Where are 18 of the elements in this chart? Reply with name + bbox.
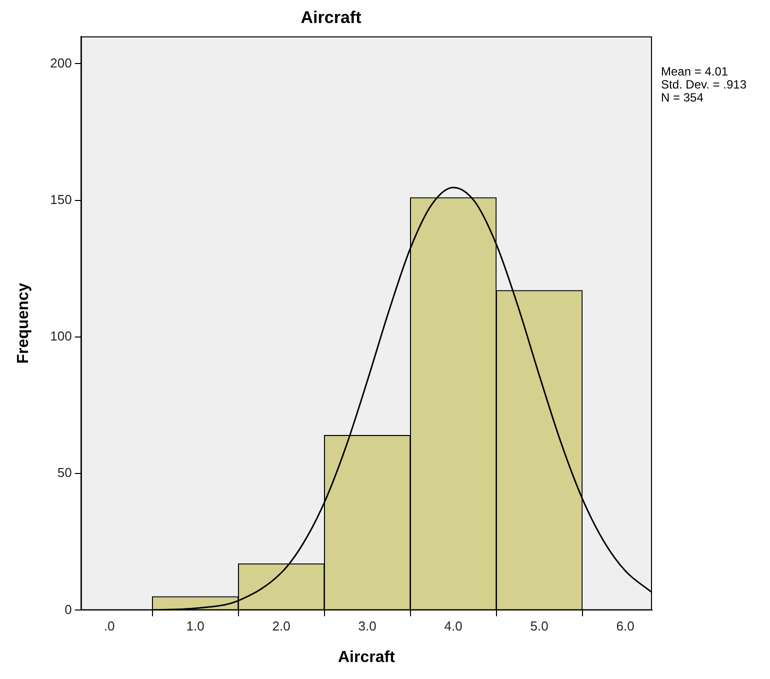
x-tick-label: 4.0 [444,618,462,634]
x-tick-label: 6.0 [616,618,634,634]
chart-title: Aircraft [300,8,362,27]
x-axis-title: Aircraft [338,648,396,666]
text: Mean = 4.01 [661,64,728,79]
x-tick-label: 3.0 [358,618,376,634]
text: Std. Dev. = .913 [661,78,747,92]
y-tick-label: 50 [57,465,72,480]
x-tick-label: 1.0 [186,618,204,634]
x-tick-label: .0 [104,618,115,634]
y-axis-title: Frequency [15,282,32,364]
y-tick-label: 150 [50,192,72,207]
y-tick-label: 0 [64,602,72,617]
y-tick-label: 100 [50,328,72,344]
x-tick-label: 2.0 [272,618,290,634]
x-tick-label: 5.0 [530,618,548,634]
text: N = 354 [661,90,704,105]
y-tick-label: 200 [50,55,72,70]
